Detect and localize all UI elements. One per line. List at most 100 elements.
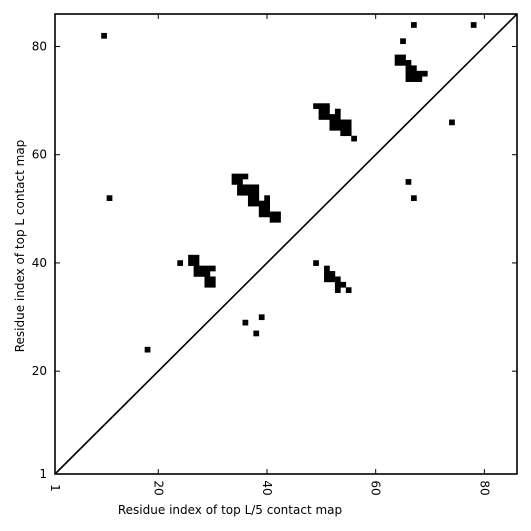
contact-cell	[334, 119, 341, 126]
contact-cell	[313, 260, 319, 266]
contact-cell	[318, 114, 325, 120]
contact-cell	[334, 287, 341, 293]
contact-cell	[405, 76, 412, 82]
contact-cell	[253, 195, 260, 201]
contact-cell	[324, 108, 330, 115]
contact-cell	[242, 319, 249, 326]
contact-cell	[345, 130, 352, 137]
contact-cell	[411, 195, 417, 201]
contact-cell	[334, 108, 341, 115]
contact-cell	[324, 114, 330, 120]
contact-cell	[416, 76, 423, 82]
contact-cell	[193, 265, 200, 272]
contact-cell	[247, 200, 254, 207]
x-tick-label: 40	[260, 480, 274, 495]
contact-cell	[209, 265, 216, 272]
contact-cell	[411, 76, 417, 82]
contact-cell	[253, 200, 260, 207]
contact-cell	[340, 281, 347, 288]
contact-cell	[242, 173, 249, 180]
contact-cell	[242, 184, 249, 191]
contact-cell	[345, 124, 352, 131]
contact-cell	[204, 281, 211, 288]
contact-cell	[329, 271, 336, 277]
contact-cell	[199, 271, 205, 277]
contact-cell	[177, 260, 184, 266]
contact-cell	[204, 271, 211, 277]
contact-cell	[237, 173, 243, 180]
y-tick-label: 40	[32, 256, 47, 270]
contact-cell	[405, 70, 412, 77]
contact-cell	[324, 103, 330, 109]
contact-cell	[329, 114, 336, 120]
contact-cell	[247, 189, 254, 196]
contact-cell	[242, 189, 249, 196]
plot-frame	[54, 13, 518, 475]
x-tick-label: 20	[151, 480, 165, 495]
contact-cell	[334, 124, 341, 131]
contact-cell	[329, 119, 336, 126]
contact-cell	[318, 108, 325, 115]
contact-cell	[275, 216, 281, 223]
y-tick-label: 20	[32, 364, 47, 378]
x-tick-label: 1	[48, 484, 62, 492]
contact-cell	[324, 271, 330, 277]
contact-cell	[400, 38, 406, 45]
contact-cell	[275, 211, 281, 218]
contact-cells	[101, 22, 477, 353]
contact-cell	[269, 216, 276, 223]
contact-cell	[193, 271, 200, 277]
y-tick-label: 80	[32, 39, 47, 53]
contact-cell	[318, 103, 325, 109]
contact-cell	[400, 54, 406, 61]
contact-cell	[411, 70, 417, 77]
contact-cell	[199, 265, 205, 272]
contact-cell	[334, 281, 341, 288]
contact-cell	[253, 189, 260, 196]
contact-cell	[394, 60, 401, 66]
contact-cell	[237, 184, 243, 191]
contact-cell	[340, 130, 347, 137]
contact-cell	[193, 260, 200, 266]
contact-cell	[329, 124, 336, 131]
contact-cell	[258, 200, 265, 207]
contact-cell	[324, 265, 330, 272]
contact-cell	[258, 211, 265, 218]
contact-cell	[204, 276, 211, 283]
contact-cell	[188, 254, 194, 261]
x-tick-labels: 1 20 40 60 80	[48, 480, 491, 495]
contact-cell	[345, 287, 352, 293]
contact-cell	[329, 276, 336, 283]
contact-cell	[231, 173, 238, 180]
contact-cell	[405, 60, 412, 66]
contact-cell	[313, 103, 319, 109]
contact-cell	[340, 119, 347, 126]
contact-cell	[334, 276, 341, 283]
contact-cell	[264, 206, 270, 212]
contact-cell	[258, 206, 265, 212]
contact-cell	[449, 119, 455, 126]
contact-cell	[209, 276, 216, 283]
contact-cell	[204, 265, 211, 272]
contact-cell	[324, 276, 330, 283]
contact-cell	[253, 184, 260, 191]
contact-cell	[188, 260, 194, 266]
y-tick-label: 60	[32, 148, 47, 162]
contact-cell	[411, 22, 417, 28]
contact-cell	[258, 314, 265, 321]
contact-cell	[237, 189, 243, 196]
contact-cell	[405, 65, 412, 72]
x-tick-label: 60	[369, 480, 383, 495]
y-axis-title: Residue index of top L contact map	[13, 140, 27, 353]
contact-cell	[209, 281, 216, 288]
axis-ticks	[54, 14, 517, 475]
contact-cell	[405, 179, 412, 185]
contact-cell	[421, 70, 428, 77]
contact-cell	[345, 119, 352, 126]
y-tick-label: 1	[39, 467, 47, 481]
contact-cell	[340, 124, 347, 131]
contact-cell	[400, 60, 406, 66]
contact-cell	[247, 184, 254, 191]
contact-cell	[237, 179, 243, 185]
